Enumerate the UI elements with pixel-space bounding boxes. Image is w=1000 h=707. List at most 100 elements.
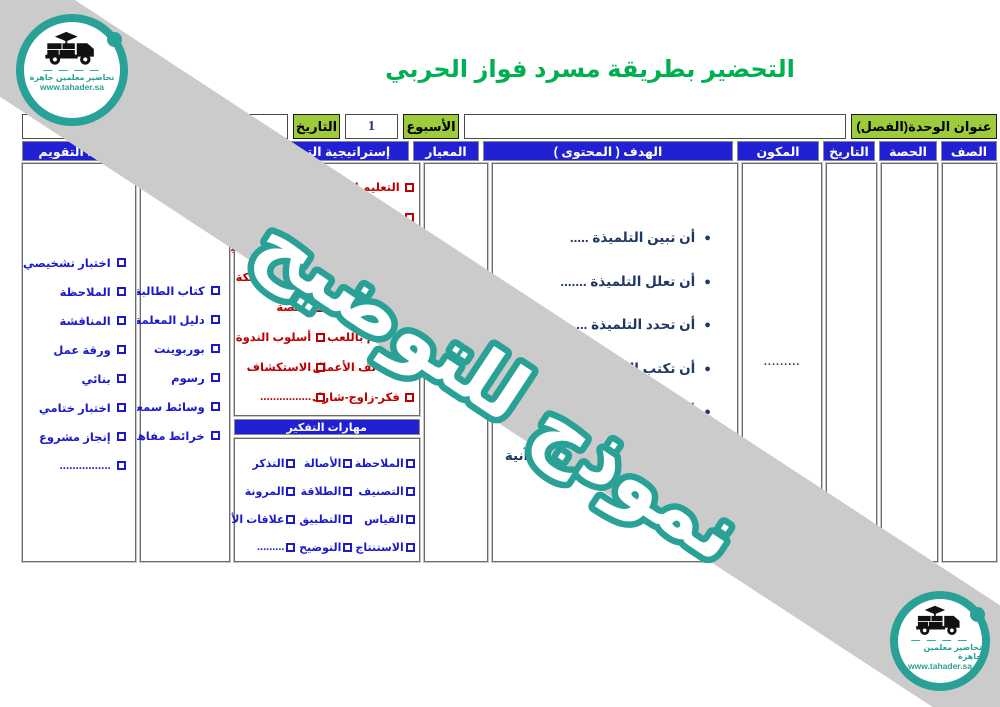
logo-url: www.tahader.sa [40, 82, 104, 92]
logo-dot-icon [970, 607, 985, 622]
skill-label: التوضيح [299, 541, 342, 554]
checkbox-icon[interactable] [116, 345, 126, 354]
checkbox-icon[interactable] [210, 402, 220, 411]
evaluation-item: اختبار ختامي [23, 393, 135, 422]
checkbox-icon[interactable] [210, 373, 220, 382]
checkbox-icon[interactable] [316, 332, 326, 342]
checkbox-icon[interactable] [343, 458, 353, 468]
skill-label: الأصالة [303, 457, 342, 470]
procedure-label: خرائط مفاهيم [124, 430, 205, 443]
skill-label: الطلاقة [300, 485, 342, 498]
truck-graduation-icon [45, 31, 94, 65]
strategy-item: ................ [237, 382, 326, 412]
checkbox-icon[interactable] [116, 461, 126, 470]
skill-label: ......... [256, 541, 285, 553]
week-label: الأسبوع [403, 114, 459, 139]
page-title: التحضير بطريقة مسرد فواز الحربي [385, 56, 795, 83]
thinking-skill-row: الاستنتاج التوضيح ......... [237, 533, 415, 561]
unit-title-field[interactable] [464, 114, 846, 139]
week-field[interactable]: 1 [345, 114, 398, 139]
checkbox-icon[interactable] [404, 392, 414, 402]
evaluation-label: المناقشة [59, 315, 111, 328]
thinking-skill-row: الملاحظة الأصالة التذكر [237, 449, 415, 477]
objective-text: أن تعلل التلميذة ....... [560, 273, 696, 289]
bullet-icon: ● [704, 275, 711, 288]
checkbox-icon[interactable] [405, 514, 415, 524]
thinking-skills-box: الملاحظة الأصالة التذكر [205, 438, 420, 562]
checkbox-icon[interactable] [404, 182, 414, 192]
checkbox-icon[interactable] [286, 514, 296, 524]
checkbox-icon[interactable] [343, 514, 353, 524]
skill-label: المرونة [244, 485, 285, 498]
evaluation-cell: اختبار تشخيصي الملاحظة المناقشة ورقة عمل [22, 163, 136, 562]
skill-label: الاستنتاج [355, 541, 404, 554]
checkbox-icon[interactable] [286, 458, 296, 468]
thinking-skill-item: التذكر [237, 449, 296, 477]
strategy-row: فكر-زاوج-شارك ................ [237, 382, 414, 412]
bullet-icon: ● [704, 232, 711, 244]
checkbox-icon[interactable] [116, 258, 126, 267]
checkbox-icon[interactable] [343, 542, 353, 552]
checkbox-icon[interactable] [286, 542, 296, 552]
header-date: التاريخ [823, 141, 875, 161]
procedure-label: كتاب الطالبة [134, 285, 205, 298]
checkbox-icon[interactable] [316, 392, 326, 402]
thinking-skill-row: القياس التطبيق علاقات الأرقام [205, 505, 415, 533]
evaluation-item: بنائي [23, 364, 135, 393]
procedure-label: وسائط سمعية [124, 401, 205, 414]
procedure-item: رسوم [141, 363, 229, 392]
header-class: الصف [941, 141, 997, 161]
checkbox-icon[interactable] [116, 374, 126, 383]
thinking-skill-item: علاقات الأرقام [205, 505, 296, 533]
checkbox-icon[interactable] [210, 315, 220, 324]
strategy-item: الاستكشاف [237, 352, 326, 382]
evaluation-label: اختبار ختامي [38, 402, 111, 415]
checkbox-icon[interactable] [316, 362, 326, 372]
strategy-label: الاستكشاف [246, 362, 312, 374]
evaluation-item: الملاحظة [23, 277, 135, 306]
bullet-icon: ● [704, 319, 711, 331]
header-component: المكون [737, 141, 819, 161]
thinking-skill-item: الاستنتاج [352, 533, 415, 561]
checkbox-icon[interactable] [210, 431, 220, 440]
checkbox-icon[interactable] [116, 432, 126, 441]
skill-label: التطبيق [299, 513, 342, 526]
tahader-logo-bottom: — — — — تحاضير معلمين جاهزة www.tahader.… [890, 591, 990, 691]
strategy-item: فكر-زاوج-شارك [312, 382, 414, 412]
bullet-icon: ● [704, 362, 711, 375]
checkbox-icon[interactable] [286, 486, 296, 496]
logo-dashes: — — — — [911, 635, 969, 645]
evaluation-label: اختبار تشخيصي [23, 257, 111, 270]
objective-text: أن تبين التلميذة ..... [569, 230, 696, 245]
checkbox-icon[interactable] [116, 287, 126, 296]
evaluation-item: ورقة عمل [23, 335, 135, 364]
header-criterion: المعيار [413, 141, 479, 161]
checkbox-icon[interactable] [405, 542, 415, 552]
checkbox-icon[interactable] [343, 486, 353, 496]
tahader-logo-top: — — — — تحاضير معلمين جاهزة www.tahader.… [16, 14, 128, 126]
logo-dot-icon [107, 32, 122, 47]
evaluation-label: الملاحظة [59, 286, 111, 299]
checkbox-icon[interactable] [405, 486, 415, 496]
evaluation-item: إنجاز مشروع [23, 422, 135, 451]
evaluation-label: إنجاز مشروع [39, 431, 111, 444]
thinking-skill-item: الأصالة [295, 449, 353, 477]
skill-label: الملاحظة [354, 457, 404, 470]
procedure-item: بوربوينت [141, 334, 229, 363]
procedure-item: كتاب الطالبة [135, 276, 229, 305]
thinking-skill-item: الطلاقة [295, 477, 353, 505]
checkbox-icon[interactable] [210, 344, 220, 353]
objective-text: أن تحدد التلميذة ....... [561, 317, 696, 332]
evaluation-item: المناقشة [23, 306, 135, 335]
strategy-label: فكر-زاوج-شارك [311, 392, 400, 404]
checkbox-icon[interactable] [210, 286, 220, 295]
checkbox-icon[interactable] [116, 403, 126, 412]
checkbox-icon[interactable] [405, 458, 415, 468]
checkbox-icon[interactable] [116, 316, 126, 325]
logo-slogan: تحاضير معلمين جاهزة [923, 643, 982, 661]
period-cell[interactable] [881, 163, 939, 562]
class-cell[interactable] [942, 163, 997, 562]
date-cell[interactable] [826, 163, 878, 562]
date-label: التاريخ [293, 114, 340, 139]
logo-slogan: تحاضير معلمين جاهزة [29, 73, 115, 82]
